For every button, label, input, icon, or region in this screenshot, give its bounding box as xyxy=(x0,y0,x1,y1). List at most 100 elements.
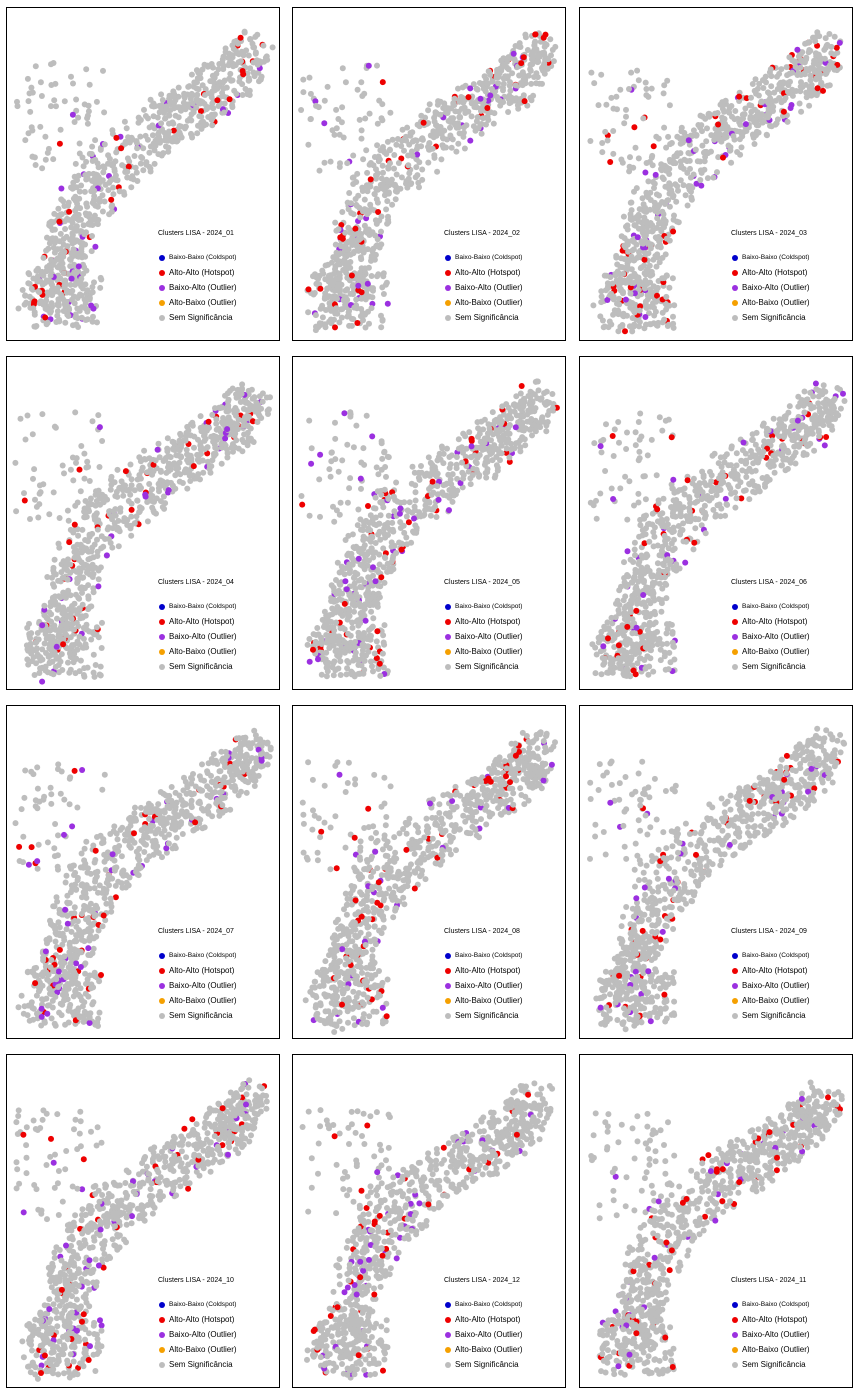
municipality-point xyxy=(409,129,416,136)
municipality-point xyxy=(504,415,511,422)
municipality-point xyxy=(122,169,129,175)
municipality-point xyxy=(336,640,342,647)
municipality-point xyxy=(89,143,96,150)
municipality-point xyxy=(371,650,378,657)
municipality-point xyxy=(383,279,390,286)
municipality-point xyxy=(324,83,331,90)
municipality-point xyxy=(742,105,749,112)
municipality-point xyxy=(80,222,87,229)
municipality-point xyxy=(475,125,482,132)
municipality-point xyxy=(647,220,654,226)
municipality-point xyxy=(347,413,354,420)
municipality-point xyxy=(640,115,647,122)
municipality-point xyxy=(619,312,626,319)
municipality-point xyxy=(525,72,532,79)
municipality-point xyxy=(653,225,660,231)
municipality-point xyxy=(240,52,247,59)
municipality-point xyxy=(78,544,85,550)
municipality-point xyxy=(455,85,461,92)
municipality-point xyxy=(610,311,617,318)
municipality-point xyxy=(481,461,488,468)
municipality-point xyxy=(531,53,537,60)
municipality-point xyxy=(517,44,524,50)
municipality-point xyxy=(669,275,676,282)
municipality-point xyxy=(120,518,127,525)
municipality-point xyxy=(344,274,351,281)
municipality-point xyxy=(312,312,319,319)
municipality-point xyxy=(807,77,814,84)
municipality-point xyxy=(96,464,103,470)
municipality-point xyxy=(310,631,317,638)
municipality-point xyxy=(448,452,455,459)
municipality-point xyxy=(195,471,202,478)
municipality-point xyxy=(628,207,635,214)
municipality-point xyxy=(375,666,382,672)
municipality-point xyxy=(85,605,92,612)
municipality-point xyxy=(834,49,841,56)
municipality-point xyxy=(363,226,370,233)
legend-marker xyxy=(445,284,451,291)
municipality-point xyxy=(384,568,391,575)
municipality-point xyxy=(227,57,234,64)
municipality-point xyxy=(460,475,467,482)
municipality-point xyxy=(358,526,364,533)
municipality-point xyxy=(329,605,336,612)
municipality-point xyxy=(803,89,810,96)
municipality-point xyxy=(767,66,774,73)
municipality-point xyxy=(484,434,491,441)
municipality-point xyxy=(641,229,648,236)
municipality-point xyxy=(494,467,501,474)
municipality-point xyxy=(240,439,247,446)
legend-item: Baixo-Alto (Outlier) xyxy=(443,629,565,644)
municipality-point xyxy=(452,108,459,115)
municipality-point xyxy=(646,310,652,317)
municipality-point xyxy=(658,608,665,615)
municipality-point xyxy=(134,145,141,152)
municipality-point xyxy=(32,63,39,70)
municipality-point xyxy=(535,52,542,59)
municipality-point xyxy=(129,175,136,182)
municipality-point xyxy=(377,583,384,590)
municipality-point xyxy=(380,144,386,150)
municipality-point xyxy=(165,144,172,151)
municipality-point xyxy=(822,44,829,51)
municipality-point xyxy=(74,580,81,586)
municipality-point xyxy=(385,495,392,502)
cluster-point xyxy=(634,234,641,241)
municipality-point xyxy=(49,262,56,268)
municipality-point xyxy=(517,412,523,419)
municipality-point xyxy=(60,241,67,248)
municipality-point xyxy=(91,187,98,194)
municipality-point xyxy=(191,444,197,451)
municipality-point xyxy=(616,281,623,288)
cluster-point xyxy=(299,501,306,508)
municipality-point xyxy=(455,140,462,147)
municipality-point xyxy=(108,513,115,520)
municipality-point xyxy=(12,459,19,466)
municipality-point xyxy=(350,152,357,159)
legend-title: Clusters LISA - 2024_01 xyxy=(158,230,234,237)
municipality-point xyxy=(149,122,156,129)
municipality-point xyxy=(654,215,661,222)
municipality-point xyxy=(62,226,69,232)
municipality-point xyxy=(343,269,350,276)
municipality-point xyxy=(27,108,34,115)
municipality-point xyxy=(631,309,638,316)
municipality-point xyxy=(642,301,649,308)
cluster-point xyxy=(339,235,346,242)
municipality-point xyxy=(203,121,210,128)
municipality-point xyxy=(67,561,74,568)
municipality-point xyxy=(118,478,125,485)
municipality-point xyxy=(151,509,158,516)
municipality-point xyxy=(620,290,626,297)
municipality-point xyxy=(62,281,69,288)
municipality-point xyxy=(92,662,99,668)
cluster-point xyxy=(833,44,840,51)
municipality-point xyxy=(228,444,235,451)
municipality-point xyxy=(50,489,57,496)
legend-label: Baixo-Baixo (Coldspot) xyxy=(169,603,237,610)
cluster-point xyxy=(365,62,372,69)
municipality-point xyxy=(389,527,396,534)
municipality-point xyxy=(50,244,57,251)
municipality-point xyxy=(174,470,181,477)
